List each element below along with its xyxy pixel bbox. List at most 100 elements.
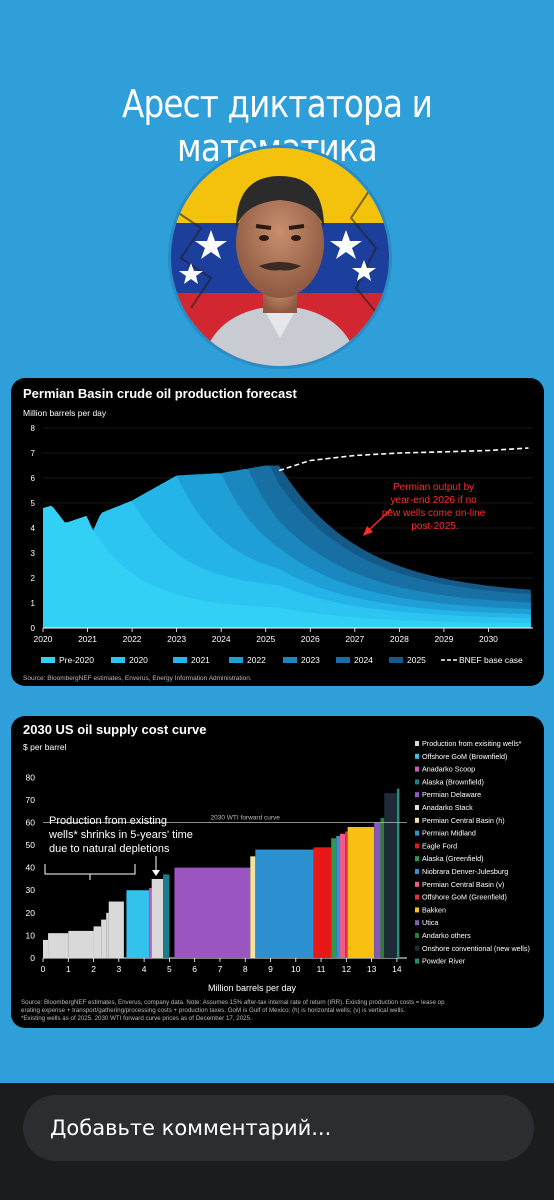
y-tick-label: 40	[26, 863, 36, 873]
chart-title: Permian Basin crude oil production forec…	[23, 386, 297, 401]
wti-forward-label: 2030 WTI forward curve	[211, 814, 281, 821]
cost-bar	[374, 822, 381, 958]
legend-item: Permian Delaware	[415, 790, 481, 799]
svg-text:2025: 2025	[407, 655, 426, 665]
cohort-area-2020	[89, 500, 531, 628]
svg-text:2020: 2020	[129, 655, 148, 665]
y-tick-label: 60	[26, 817, 36, 827]
cost-curve-chart: 2030 US oil supply cost curve $ per barr…	[21, 722, 530, 1022]
svg-text:Anadarko Stack: Anadarko Stack	[422, 803, 473, 812]
y-tick-label: 0	[30, 953, 35, 963]
legend-item: 2020	[111, 655, 148, 665]
x-tick-label: 12	[342, 964, 352, 974]
y-tick-label: 8	[31, 424, 36, 433]
cost-bar	[340, 833, 346, 958]
x-tick-label: 4	[142, 964, 147, 974]
x-tick-label: 9	[268, 964, 273, 974]
x-tick-label: 14	[392, 964, 402, 974]
cost-bar	[380, 817, 385, 958]
cost-bar	[101, 919, 107, 958]
cost-bar	[106, 912, 109, 958]
cost-bar	[255, 849, 314, 958]
svg-text:2021: 2021	[191, 655, 210, 665]
x-tick-label: 5	[167, 964, 172, 974]
x-tick-label: 2021	[78, 634, 97, 644]
svg-text:2023: 2023	[301, 655, 320, 665]
x-tick-label: 11	[317, 964, 326, 974]
x-tick-label: 6	[192, 964, 197, 974]
cost-curve-card: 2030 US oil supply cost curve $ per barr…	[11, 716, 544, 1028]
cost-bar	[250, 856, 256, 958]
cost-bar	[345, 831, 348, 958]
legend-item: 2022	[229, 655, 266, 665]
x-tick-label: 0	[41, 964, 46, 974]
svg-text:Eagle Ford: Eagle Ford	[422, 841, 457, 850]
x-axis-label: Million barrels per day	[208, 983, 297, 993]
svg-text:Permian Delaware: Permian Delaware	[422, 790, 481, 799]
chart-title: 2030 US oil supply cost curve	[23, 722, 207, 737]
y-tick-label: 80	[26, 772, 36, 782]
x-tick-label: 3	[116, 964, 121, 974]
svg-text:Permian Central Basin (h): Permian Central Basin (h)	[422, 816, 505, 825]
x-tick-label: 2029	[434, 634, 453, 644]
cost-bar	[126, 890, 150, 958]
y-tick-label: 6	[31, 474, 36, 483]
svg-text:BNEF base case: BNEF base case	[459, 655, 523, 665]
legend-item: Anadarko Stack	[415, 803, 473, 812]
x-tick-label: 8	[243, 964, 248, 974]
svg-text:Onshore conventional (new well: Onshore conventional (new wells)	[422, 944, 530, 953]
y-axis-label: Million barrels per day	[23, 408, 107, 418]
source-note: Source: BloombergNEF estimates, Enverus,…	[23, 675, 252, 682]
legend-item: Utica	[415, 918, 438, 927]
legend-item: 2024	[336, 655, 373, 665]
cost-bar	[68, 930, 94, 958]
svg-text:Permian Midland: Permian Midland	[422, 829, 476, 838]
x-tick-label: 7	[218, 964, 223, 974]
svg-text:Niobrara Denver-Julesburg: Niobrara Denver-Julesburg	[422, 867, 508, 876]
avatar-portrait-icon	[171, 148, 389, 366]
cost-bar	[149, 887, 152, 958]
svg-text:Offshore GoM (Brownfield): Offshore GoM (Brownfield)	[422, 752, 507, 761]
svg-text:Offshore GoM (Greenfield): Offshore GoM (Greenfield)	[422, 893, 507, 902]
profile-avatar[interactable]	[168, 145, 392, 369]
legend-item: 2025	[389, 655, 426, 665]
legend-item: Permian Midland	[415, 829, 476, 838]
svg-text:Utica: Utica	[422, 918, 438, 927]
legend-item: Pre-2020	[41, 655, 94, 665]
y-tick-label: 5	[31, 499, 36, 508]
y-tick-label: 3	[31, 549, 36, 558]
svg-text:Andarko others: Andarko others	[422, 931, 471, 940]
svg-text:2022: 2022	[247, 655, 266, 665]
y-tick-label: 2	[31, 574, 36, 583]
comment-input[interactable]: Добавьте комментарий...	[23, 1095, 534, 1161]
svg-text:Powder River: Powder River	[422, 957, 466, 966]
x-tick-label: 2027	[345, 634, 364, 644]
y-tick-label: 7	[31, 449, 36, 458]
cost-bar	[313, 847, 332, 958]
y-tick-label: 10	[26, 930, 36, 940]
svg-text:Alaska (Greenfield): Alaska (Greenfield)	[422, 854, 484, 863]
x-tick-label: 2026	[301, 634, 320, 644]
x-tick-label: 2	[91, 964, 96, 974]
svg-text:Pre-2020: Pre-2020	[59, 655, 94, 665]
annotation-text: Permian output by year-end 2026 if no ne…	[382, 482, 488, 532]
x-tick-label: 2030	[479, 634, 498, 644]
legend-item: Offshore GoM (Greenfield)	[415, 893, 507, 902]
svg-text:Bakken: Bakken	[422, 905, 446, 914]
cost-bar	[336, 836, 341, 958]
base-case-line	[278, 447, 529, 472]
cost-bar	[384, 793, 397, 958]
cost-bar	[93, 926, 102, 958]
legend-item: Eagle Ford	[415, 841, 457, 850]
y-tick-label: 50	[26, 840, 36, 850]
cost-bar	[48, 933, 69, 958]
legend-item: BNEF base case	[441, 655, 523, 665]
legend-item: Alaska (Greenfield)	[415, 854, 484, 863]
legend-item: Andarko others	[415, 931, 471, 940]
x-tick-label: 2022	[123, 634, 142, 644]
cohort-area-pre-2020	[43, 505, 531, 628]
legend-item: Permian Central Basin (v)	[415, 880, 504, 889]
y-axis-label: $ per barrel	[23, 742, 67, 752]
x-tick-label: 10	[291, 964, 301, 974]
y-tick-label: 20	[26, 908, 36, 918]
